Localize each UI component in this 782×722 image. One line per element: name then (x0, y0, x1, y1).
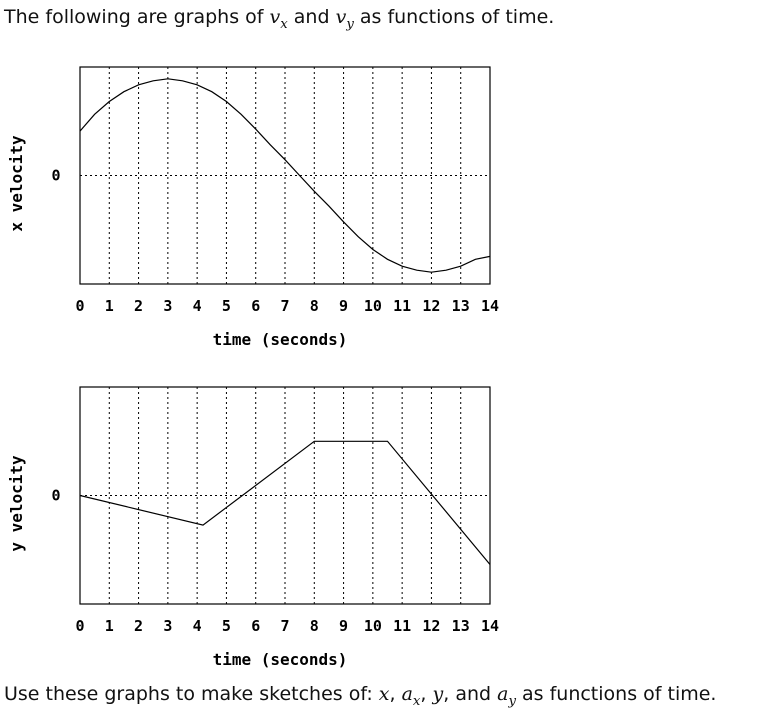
x-axis-title: time (seconds) (213, 330, 348, 349)
y-axis-title: y velocity (7, 455, 26, 552)
x-tick-label: 0 (75, 617, 84, 635)
y-tick-label: 0 (51, 487, 60, 505)
x-tick-label: 7 (280, 617, 289, 635)
series-line (79, 440, 491, 565)
x-tick-label: 10 (364, 617, 382, 635)
x-tick-label: 1 (105, 617, 114, 635)
x-tick-label: 10 (364, 297, 382, 315)
plot-frame (79, 66, 491, 285)
x-tick-label: 3 (163, 297, 172, 315)
x-tick-label: 7 (280, 297, 289, 315)
x-tick-label: 6 (251, 297, 260, 315)
y-axis-title: x velocity (7, 135, 26, 232)
x-tick-label: 9 (339, 617, 348, 635)
x-axis-title: time (seconds) (213, 650, 348, 669)
x-tick-label: 4 (193, 297, 202, 315)
x-tick-label: 2 (134, 617, 143, 635)
x-tick-label: 12 (422, 297, 440, 315)
intro-text: The following are graphs of vx and vy as… (4, 6, 555, 32)
instruction-text: Use these graphs to make sketches of: x,… (4, 683, 717, 709)
x-tick-label: 6 (251, 617, 260, 635)
series-line (79, 78, 491, 273)
x-tick-label: 11 (393, 617, 411, 635)
x-tick-label: 2 (134, 297, 143, 315)
x-tick-label: 4 (193, 617, 202, 635)
x-tick-label: 0 (75, 297, 84, 315)
x-tick-label: 5 (222, 297, 231, 315)
x-tick-label: 13 (452, 297, 470, 315)
y-tick-label: 0 (51, 167, 60, 185)
x-tick-label: 1 (105, 297, 114, 315)
x-tick-label: 5 (222, 617, 231, 635)
x-tick-label: 14 (481, 297, 499, 315)
x-tick-label: 3 (163, 617, 172, 635)
x-tick-label: 8 (310, 617, 319, 635)
x-tick-label: 9 (339, 297, 348, 315)
x-tick-label: 14 (481, 617, 499, 635)
x-tick-label: 8 (310, 297, 319, 315)
x-tick-label: 13 (452, 617, 470, 635)
x-tick-label: 12 (422, 617, 440, 635)
x-tick-label: 11 (393, 297, 411, 315)
